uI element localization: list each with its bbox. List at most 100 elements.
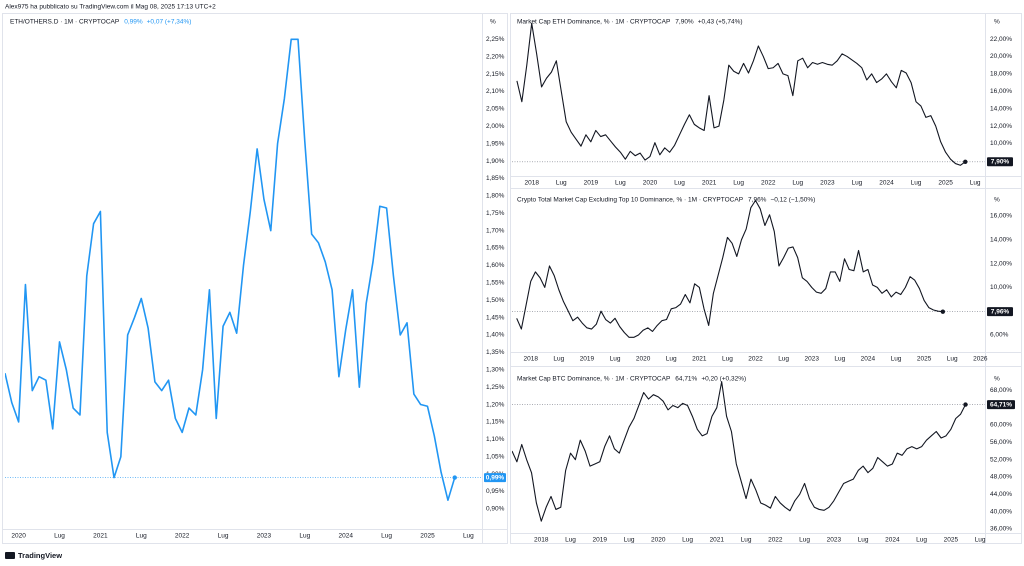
x-tick-label: Lug	[553, 356, 564, 363]
x-tick-label: Lug	[858, 537, 869, 544]
x-tick-label: Lug	[792, 180, 803, 187]
axis-unit: %	[994, 197, 1000, 204]
x-tick-label: Lug	[682, 537, 693, 544]
axis-unit: %	[994, 376, 1000, 383]
x-tick-label: 2018	[534, 537, 549, 544]
x-tick-label: Lug	[610, 356, 621, 363]
last-value-box	[484, 473, 506, 483]
y-tick-label: 1,35%	[486, 349, 505, 356]
y-tick-label: 12,00%	[990, 260, 1012, 267]
y-tick-label: 2,05%	[486, 106, 505, 113]
y-tick-label: 1,25%	[486, 384, 505, 391]
x-tick-label: Lug	[733, 180, 744, 187]
x-tick-label: 2022	[748, 356, 763, 363]
y-tick-label: 0,95%	[486, 488, 505, 495]
x-tick-label: 2019	[580, 356, 595, 363]
last-value-label: 7,96%	[991, 308, 1010, 315]
x-tick-label: Lug	[851, 180, 862, 187]
x-tick-label: 2022	[761, 180, 776, 187]
y-tick-label: 1,50%	[486, 297, 505, 304]
logo-icon	[5, 552, 15, 559]
x-tick-label: Lug	[674, 180, 685, 187]
y-tick-label: 2,10%	[486, 88, 505, 95]
x-tick-label: 2024	[885, 537, 900, 544]
y-tick-label: 2,20%	[486, 53, 505, 60]
y-tick-label: 1,90%	[486, 158, 505, 165]
data-line	[516, 199, 943, 338]
y-tick-label: 1,80%	[486, 193, 505, 200]
header-change: +0,43 (+5,74%)	[698, 19, 743, 26]
last-point	[963, 402, 968, 407]
x-tick-label: Lug	[834, 356, 845, 363]
y-tick-label: 68,00%	[990, 387, 1012, 394]
plot-area	[512, 199, 985, 338]
x-tick-label: 2021	[710, 537, 725, 544]
x-tick-label: 2024	[879, 180, 894, 187]
y-tick-label: 40,00%	[990, 508, 1012, 515]
x-tick-label: Lug	[624, 537, 635, 544]
x-tick-label: Lug	[299, 533, 310, 540]
y-tick-label: 1,85%	[486, 175, 505, 182]
logo: TradingView	[5, 551, 62, 560]
data-line	[512, 381, 966, 522]
y-tick-label: 10,00%	[990, 140, 1012, 147]
y-tick-label: 1,15%	[486, 419, 505, 426]
last-value-label: 7,90%	[991, 159, 1010, 166]
chart-title: Crypto Total Market Cap Excluding Top 10…	[517, 197, 743, 204]
x-tick-label: 2019	[584, 180, 599, 187]
y-tick-label: 60,00%	[990, 422, 1012, 429]
header-last-value: 7,96%	[748, 197, 767, 204]
chart-pane: 36,00% 40,00% 44,00% 48,00% 52,00% 56,00% 60,0…	[512, 376, 1015, 544]
x-tick-label: 2024	[338, 533, 353, 540]
y-tick-label: 1,20%	[486, 401, 505, 408]
header-last-value: 0,99%	[124, 19, 143, 26]
x-tick-label: 2018	[523, 356, 538, 363]
x-tick-label: 2024	[861, 356, 876, 363]
x-tick-label: 2023	[827, 537, 842, 544]
header-last-value: 64,71%	[675, 376, 697, 383]
left-frame	[2, 13, 508, 544]
x-tick-label: 2022	[768, 537, 783, 544]
y-tick-label: 14,00%	[990, 105, 1012, 112]
x-tick-label: 2021	[692, 356, 707, 363]
last-value-box	[987, 157, 1013, 167]
x-tick-label: Lug	[891, 356, 902, 363]
x-tick-label: 2022	[175, 533, 190, 540]
x-tick-label: 2023	[804, 356, 819, 363]
x-tick-label: Lug	[381, 533, 392, 540]
x-tick-label: 2019	[593, 537, 608, 544]
x-tick-label: Lug	[778, 356, 789, 363]
y-tick-label: 1,75%	[486, 210, 505, 217]
chart-pane: 0,90%0,95%1,00%1,05%1,10%1,15%1,20%1,25%…	[5, 19, 506, 540]
axis-unit: %	[994, 19, 1000, 26]
x-tick-label: 2020	[11, 533, 26, 540]
chart-title: Market Cap BTC Dominance, % · 1M · CRYPT…	[517, 376, 670, 383]
x-tick-label: 2023	[820, 180, 835, 187]
x-tick-label: Lug	[136, 533, 147, 540]
x-tick-label: 2023	[257, 533, 272, 540]
y-tick-label: 1,40%	[486, 332, 505, 339]
x-tick-label: Lug	[916, 537, 927, 544]
x-tick-label: 2018	[524, 180, 539, 187]
y-tick-label: 10,00%	[990, 284, 1012, 291]
chart-pane: 10,00% 12,00% 14,00% 16,00% 18,00% 20,00% 22,0…	[512, 19, 1013, 187]
chart-title: ETH/OTHERS.D · 1M · CRYPTOCAP	[10, 19, 119, 26]
x-tick-label: Lug	[947, 356, 958, 363]
last-point	[940, 309, 946, 314]
y-tick-label: 16,00%	[990, 213, 1012, 220]
x-tick-label: 2025	[420, 533, 435, 540]
y-tick-label: 52,00%	[990, 456, 1012, 463]
x-tick-label: 2025	[944, 537, 959, 544]
x-tick-label: 2025	[938, 180, 953, 187]
y-tick-label: 22,00%	[990, 36, 1012, 43]
y-tick-label: 12,00%	[990, 123, 1012, 130]
logo-text: TradingView	[18, 551, 62, 560]
last-value-label: 64,71%	[990, 401, 1012, 408]
x-tick-label: Lug	[741, 537, 752, 544]
x-tick-label: Lug	[218, 533, 229, 540]
header-change: +0,07 (+7,34%)	[147, 19, 192, 26]
y-tick-label: 1,55%	[486, 280, 505, 287]
